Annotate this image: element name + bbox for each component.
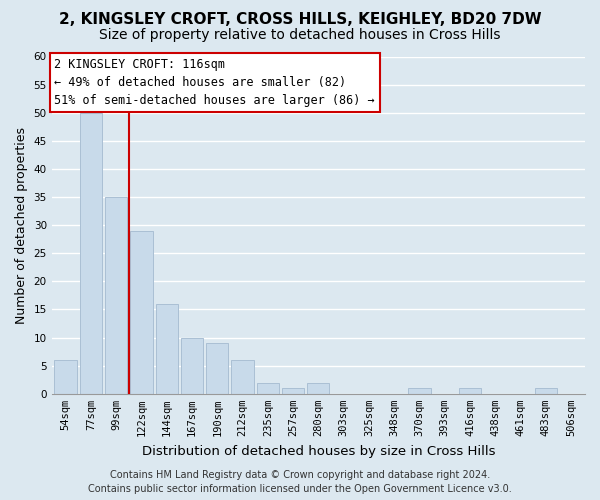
Bar [105, 197, 127, 394]
Text: 2 KINGSLEY CROFT: 116sqm
← 49% of detached houses are smaller (82)
51% of semi-d: 2 KINGSLEY CROFT: 116sqm ← 49% of detach… [55, 58, 375, 107]
Bar [181, 338, 203, 394]
Bar [459, 388, 481, 394]
Bar [155, 304, 178, 394]
Bar [130, 231, 152, 394]
Text: Contains HM Land Registry data © Crown copyright and database right 2024.
Contai: Contains HM Land Registry data © Crown c… [88, 470, 512, 494]
Bar [307, 382, 329, 394]
Bar [55, 360, 77, 394]
Bar [535, 388, 557, 394]
Bar [206, 343, 229, 394]
Text: 2, KINGSLEY CROFT, CROSS HILLS, KEIGHLEY, BD20 7DW: 2, KINGSLEY CROFT, CROSS HILLS, KEIGHLEY… [59, 12, 541, 28]
Bar [409, 388, 431, 394]
Bar [257, 382, 279, 394]
Text: Size of property relative to detached houses in Cross Hills: Size of property relative to detached ho… [99, 28, 501, 42]
Bar [232, 360, 254, 394]
Bar [282, 388, 304, 394]
X-axis label: Distribution of detached houses by size in Cross Hills: Distribution of detached houses by size … [142, 444, 495, 458]
Bar [80, 112, 102, 394]
Y-axis label: Number of detached properties: Number of detached properties [15, 126, 28, 324]
